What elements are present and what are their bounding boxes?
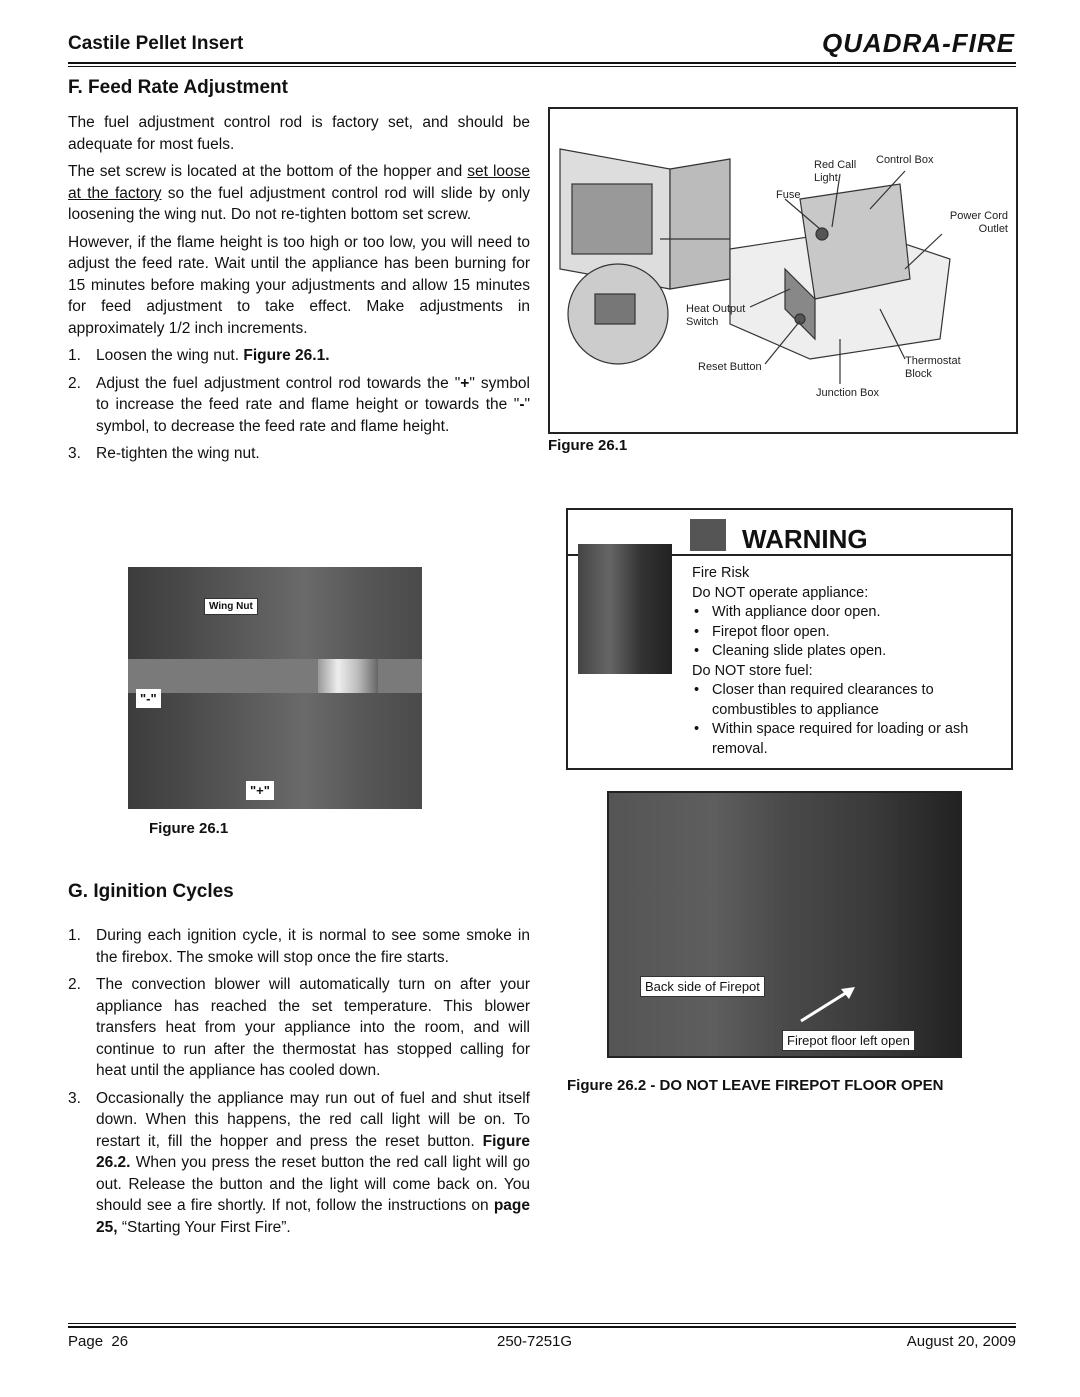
header-rule <box>68 62 1016 64</box>
warning-lead: Do NOT store fuel: <box>692 662 813 679</box>
warning-box: WARNING Fire Risk Do NOT operate applianc… <box>566 508 1013 770</box>
header-rule <box>68 66 1016 67</box>
diagram <box>559 148 951 384</box>
text-run: page 25, <box>96 1197 530 1236</box>
photo-label: Back side of Firepot <box>640 976 765 997</box>
text-run: set loose at the factory <box>68 163 530 202</box>
footer-rule <box>68 1326 1016 1328</box>
warning-list: With appliance door open.Firepot floor o… <box>692 603 1002 662</box>
figure-caption: Figure 26.1 <box>149 820 229 837</box>
warning-list: Closer than required clearances to combu… <box>692 681 1002 759</box>
text-run: Loosen the wing nut. <box>96 347 244 364</box>
footer-rule <box>68 1323 1016 1324</box>
item-number: 1. <box>68 347 81 364</box>
diagram-label: Red Call Light <box>814 159 857 184</box>
page-number: Page 26 <box>68 1333 129 1350</box>
text-run: Re-tighten the wing nut. <box>96 445 260 462</box>
diagram-label: Fuse <box>776 189 801 201</box>
list-item: 3. Occasionally the appliance may run out… <box>68 1088 530 1239</box>
text-run: Figure 26.1. <box>243 347 330 364</box>
photo-label: Wing Nut <box>204 598 258 615</box>
photo-highlight <box>318 659 378 693</box>
section-body: The fuel adjustment control rod is facto… <box>68 112 530 471</box>
list-item: 2. Adjust the fuel adjustment control rod… <box>68 373 530 438</box>
photo-label: Firepot floor left open <box>782 1030 915 1051</box>
text-run: " symbol to increase the feed rate and f… <box>96 374 530 414</box>
section-body: 1. During each ignition cycle, it is norm… <box>68 925 530 1244</box>
item-number: 2. <box>68 374 81 392</box>
text-run: During each ignition cycle, it is normal… <box>96 927 530 966</box>
item-number: 3. <box>68 1089 81 1107</box>
diagram-label: Control Box <box>876 154 934 166</box>
warning-rule <box>568 554 1011 556</box>
warning-bullet: Cleaning slide plates open. <box>694 642 1002 662</box>
item-number: 3. <box>68 445 81 462</box>
text-run: " symbol, to decrease the feed rate and … <box>96 396 530 435</box>
diagram-label: Power Cord Outlet <box>949 210 1008 235</box>
figure-caption: Figure 26.2 - DO NOT LEAVE FIREPOT FLOOR… <box>567 1077 944 1094</box>
warning-icon <box>690 519 726 551</box>
warning-hazard: Fire Risk <box>692 565 750 581</box>
warning-lead: Do NOT operate appliance: <box>692 584 869 601</box>
text-run: Occasionally the appliance may run out o… <box>96 1089 530 1150</box>
paragraph: The set screw is located at the bottom o… <box>68 161 530 226</box>
brand-logo: Quadra-Fire <box>822 28 1015 58</box>
text-run: so the fuel adjustment control rod will … <box>68 184 530 224</box>
text-run: The set screw is located at the bottom o… <box>68 163 468 180</box>
diagram-label: Heat Output Switch <box>686 303 746 328</box>
item-number: 1. <box>68 927 81 944</box>
warning-text: Fire Risk Do NOT operate appliance: With a… <box>692 564 1002 759</box>
figure-caption: Figure 26.1 <box>548 437 628 454</box>
text-run: Adjust the fuel adjustment control rod t… <box>96 374 461 392</box>
warning-bullet: Closer than required clearances to combu… <box>694 681 1002 720</box>
section-heading: F. Feed Rate Adjustment <box>68 77 288 98</box>
text-run: + <box>460 374 470 392</box>
text-run: Figure 26.2. <box>96 1132 530 1172</box>
text-run: However, if the flame height is too high… <box>68 233 530 337</box>
text-run: “Starting Your First Fire”. <box>117 1218 291 1236</box>
warning-bullet: With appliance door open. <box>694 603 1002 623</box>
photo-label: "+" <box>246 781 274 800</box>
list-item: 2. The convection blower will automatical… <box>68 974 530 1082</box>
footer-date: August 20, 2009 <box>906 1333 1016 1350</box>
header-title: Castile Pellet Insert <box>68 33 244 54</box>
text-run: - <box>519 396 525 413</box>
doc-number: 250-7251G <box>497 1333 573 1350</box>
warning-title: WARNING <box>742 524 868 554</box>
list-item: 1. During each ignition cycle, it is norm… <box>68 925 530 968</box>
diagram-label: Thermostat Block <box>905 355 961 380</box>
photo-label: "-" <box>136 689 161 708</box>
warning-bullet: Firepot floor open. <box>694 623 1002 643</box>
figure: Red Call Light Control Box Fuse Power Co… <box>548 107 1018 434</box>
diagram-label: Junction Box <box>816 387 879 399</box>
paragraph: The fuel adjustment control rod is facto… <box>68 112 530 155</box>
text-run: The fuel adjustment control rod is facto… <box>68 114 530 153</box>
section-heading: G. Iginition Cycles <box>68 881 234 902</box>
photo: Wing Nut "-" "+" <box>128 567 422 809</box>
diagram-label: Reset Button <box>698 361 762 373</box>
warning-image <box>578 544 672 674</box>
appliance-drawing <box>559 148 951 384</box>
text-run: When you press the reset button the red … <box>96 1154 530 1214</box>
warning-bullet: Within space required for loading or ash… <box>694 720 1002 759</box>
paragraph: However, if the flame height is too high… <box>68 232 530 340</box>
photo: Back side of Firepot Firepot floor left … <box>607 791 962 1058</box>
list-item: 3. Re-tighten the wing nut. <box>68 443 530 465</box>
list-item: 1. Loosen the wing nut. Figure 26.1. <box>68 345 530 367</box>
photo-arrow <box>800 987 855 1023</box>
item-number: 2. <box>68 976 81 993</box>
text-run: The convection blower will automatically… <box>96 976 530 1079</box>
